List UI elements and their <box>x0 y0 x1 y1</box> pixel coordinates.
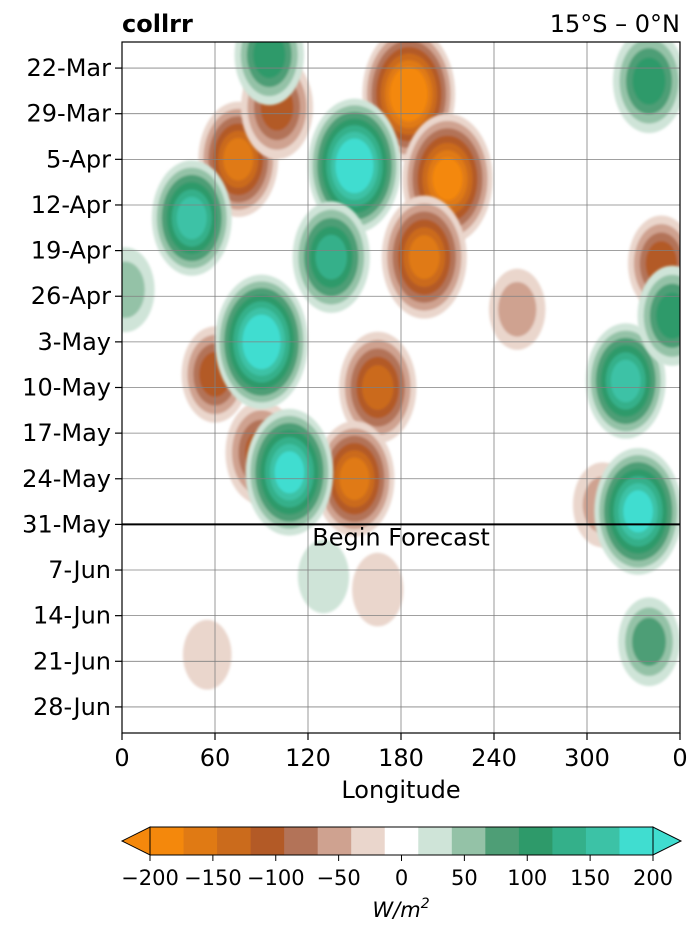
colorbar-tick-label: −150 <box>184 866 242 890</box>
anomaly-blob <box>292 201 370 313</box>
colorbar-tick-label: 100 <box>507 866 547 890</box>
colorbar-tick-label: −50 <box>316 866 360 890</box>
colorbar-bin <box>150 827 185 855</box>
x-tick-label: 0 <box>672 744 687 772</box>
colorbar-bin <box>485 827 520 855</box>
y-tick-label: 14-Jun <box>33 602 111 630</box>
chart-title-right: 15°S – 0°N <box>550 10 680 38</box>
x-tick-label: 300 <box>564 744 610 772</box>
y-tick-label: 26-Apr <box>31 282 111 310</box>
chart-title-left: collrr <box>122 10 193 38</box>
y-tick-label: 7-Jun <box>48 556 111 584</box>
x-tick-label: 240 <box>471 744 517 772</box>
y-tick-label: 19-Apr <box>31 237 111 265</box>
x-tick-label: 60 <box>200 744 231 772</box>
anomaly-blob <box>245 408 334 536</box>
anomaly-blob <box>352 552 404 627</box>
anomaly-blob <box>594 447 680 575</box>
grid-lines <box>121 42 681 733</box>
colorbar-bin <box>619 827 654 855</box>
colorbar-tick-label: −100 <box>247 866 305 890</box>
anomaly-blob <box>297 539 350 614</box>
anomaly-blob <box>308 98 401 234</box>
x-tick-label: 0 <box>114 744 129 772</box>
y-tick-label: 22-Mar <box>27 54 112 82</box>
y-tick-label: 3-May <box>37 328 111 356</box>
colorbar-bin <box>418 827 453 855</box>
colorbar-bin <box>518 827 553 855</box>
x-tick-label: 180 <box>378 744 424 772</box>
anomaly-blob <box>381 195 467 319</box>
x-axis: 0 60 120 180 240 300 0 <box>114 733 688 772</box>
y-tick-label: 5-Apr <box>46 145 111 173</box>
y-tick-label: 12-Apr <box>31 191 111 219</box>
colorbar-extend-high <box>652 826 683 856</box>
y-tick-label: 28-Jun <box>33 693 111 721</box>
anomaly-blob <box>182 619 232 690</box>
colorbar-bin <box>585 827 620 855</box>
forecast-marker: Begin Forecast <box>122 523 680 551</box>
colorbar-bin <box>351 827 386 855</box>
y-tick-label: 29-Mar <box>27 100 112 128</box>
colorbar-bin <box>384 827 419 855</box>
colorbar-bin <box>217 827 252 855</box>
colorbar-bin <box>451 827 486 855</box>
colorbar-bin <box>250 827 285 855</box>
colorbar-tick-label: 150 <box>570 866 610 890</box>
colorbar-bin <box>552 827 587 855</box>
colorbar-tick-label: 0 <box>395 866 408 890</box>
colorbar-tick-label: −200 <box>121 866 179 890</box>
colorbar-bin <box>183 827 218 855</box>
anomaly-blob <box>234 42 304 106</box>
anomaly-blob <box>585 323 666 439</box>
x-axis-label: Longitude <box>341 776 460 804</box>
y-tick-label: 24-May <box>22 465 111 493</box>
anomaly-blob <box>637 265 680 366</box>
colorbar-label-exponent: 2 <box>421 896 430 912</box>
y-axis: 22-Mar 29-Mar 5-Apr 12-Apr 19-Apr 26-Apr 3-May… <box>22 54 122 721</box>
y-tick-label: 31-May <box>22 510 111 538</box>
y-tick-label: 21-Jun <box>33 647 111 675</box>
y-tick-label: 10-May <box>22 374 111 402</box>
colorbar-label-base: W/m <box>372 898 420 922</box>
colorbar-bin <box>317 827 352 855</box>
forecast-label: Begin Forecast <box>312 523 490 551</box>
x-tick-label: 120 <box>285 744 331 772</box>
anomaly-blob <box>618 597 680 687</box>
anomaly-blob <box>122 247 155 333</box>
anomaly-blob <box>151 160 232 276</box>
colorbar-tick-label: 50 <box>451 866 478 890</box>
colorbar-bin <box>284 827 319 855</box>
anomaly-blob <box>489 268 546 350</box>
colorbar-label: W/m2 <box>372 896 429 922</box>
colorbar-extend-low <box>120 826 151 856</box>
colorbar: −200 −150 −100 −50 0 50 100 150 200 <box>120 826 683 890</box>
anomaly-blob <box>613 42 680 134</box>
colorbar-tick-label: 200 <box>633 866 673 890</box>
y-tick-label: 17-May <box>22 419 111 447</box>
